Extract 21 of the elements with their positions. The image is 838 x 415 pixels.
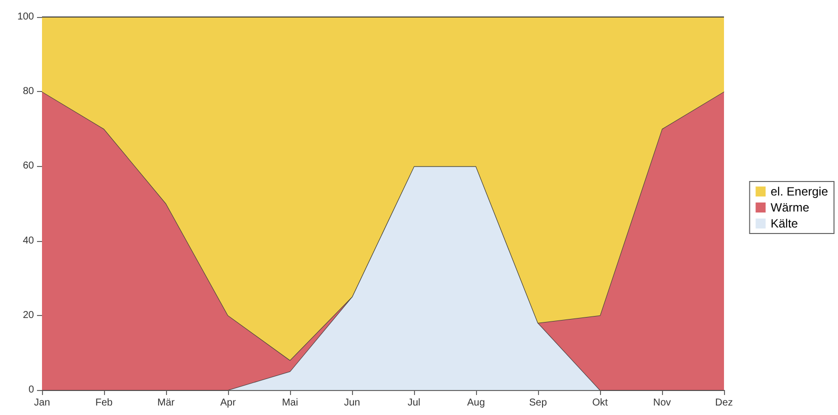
x-tick-label: Okt — [592, 398, 608, 408]
y-tick-label: 100 — [17, 12, 34, 22]
x-tick-label: Feb — [95, 398, 114, 408]
legend-label: Wärme — [770, 200, 810, 214]
y-tick-label: 80 — [22, 86, 34, 98]
x-tick-label: Jun — [344, 398, 360, 408]
x-tick-label: Mär — [157, 398, 176, 408]
y-tick-label: 0 — [28, 384, 34, 396]
legend-label: Kälte — [770, 216, 798, 230]
x-tick-label: Sep — [529, 398, 548, 408]
legend-label: el. Energie — [770, 184, 828, 198]
x-tick-label: Jul — [408, 398, 420, 408]
x-tick-label: Nov — [653, 398, 671, 408]
x-tick-label: Dez — [715, 398, 733, 408]
x-tick-label: Apr — [220, 398, 236, 408]
x-tick-label: Mai — [282, 398, 298, 408]
x-tick-label: Jan — [34, 398, 50, 408]
x-tick-label: Aug — [467, 398, 485, 408]
y-tick-label: 40 — [22, 235, 34, 246]
y-tick-label: 60 — [22, 160, 34, 172]
y-tick-label: 20 — [22, 310, 34, 321]
